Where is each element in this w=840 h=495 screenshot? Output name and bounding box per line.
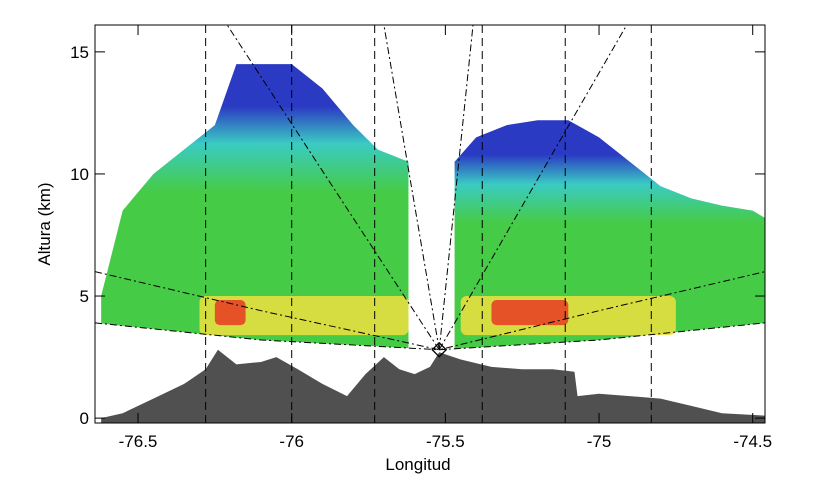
radar-site (431, 341, 448, 358)
beam-ray (438, 25, 628, 350)
y-tick-label: 5 (80, 287, 89, 306)
echo-area (101, 64, 409, 349)
beam-arc (95, 271, 765, 351)
x-tick-label: -76.5 (119, 432, 158, 451)
x-axis-label: Longitud (385, 455, 450, 474)
bright-band-core (214, 300, 246, 326)
bright-band-core (491, 300, 569, 326)
y-tick-label: 0 (80, 409, 89, 428)
x-tick-label: -76 (279, 432, 304, 451)
y-tick-label: 10 (70, 165, 89, 184)
terrain (101, 349, 765, 423)
beam-ray (438, 25, 474, 350)
x-tick-label: -74.5 (733, 432, 772, 451)
bright-band (199, 296, 409, 336)
plot-frame (94, 24, 766, 424)
y-axis-label: Altura (km) (35, 182, 54, 265)
beam-ray (226, 25, 440, 351)
echo-area (454, 120, 765, 349)
x-tick-label: -75 (587, 432, 612, 451)
y-tick-label: 15 (70, 43, 89, 62)
beam-ray (383, 25, 440, 350)
x-tick-label: -75.5 (426, 432, 465, 451)
